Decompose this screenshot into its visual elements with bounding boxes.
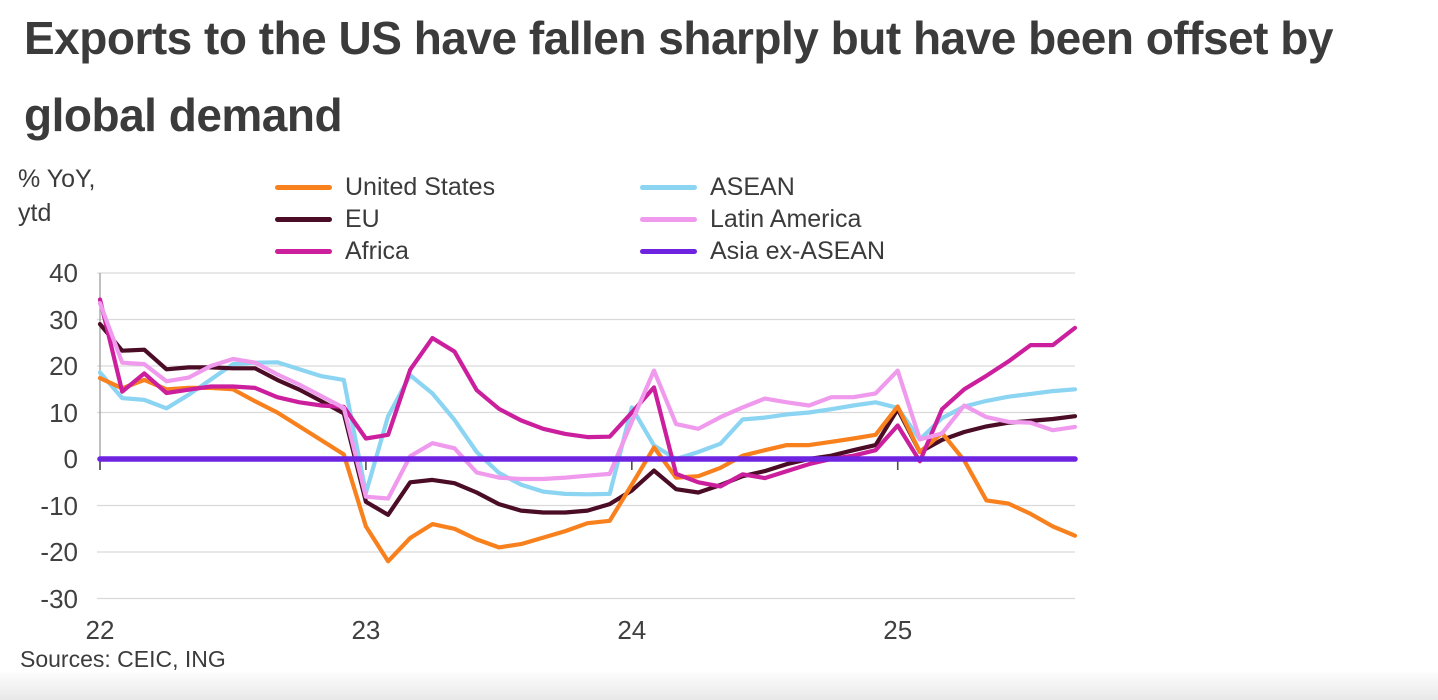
legend-swatch-africa — [275, 248, 332, 254]
line-latin-america — [97, 301, 1078, 501]
legend-item-asia-ex-asean: Asia ex-ASEAN — [640, 235, 885, 267]
legend-label-united-states: United States — [345, 172, 496, 201]
legend-label-asia-ex-asean: Asia ex-ASEAN — [710, 236, 886, 265]
legend-item-latin-america: Latin America — [640, 203, 861, 235]
line-eu — [97, 322, 1078, 517]
legend-item-africa: Africa — [275, 235, 409, 267]
y-tick-label--10: -10 — [40, 490, 78, 521]
y-tick-label-0: 0 — [63, 444, 78, 474]
y-axis-unit-line1: % YoY, — [18, 165, 96, 193]
y-axis-unit-line2: ytd — [18, 199, 52, 227]
legend-swatch-united-states — [275, 184, 332, 190]
legend-item-eu: EU — [275, 203, 380, 235]
y-tick-label--20: -20 — [40, 537, 78, 567]
x-tick-label-24: 24 — [617, 615, 647, 645]
chart-legend: United States EU Africa ASEAN Latin America A… — [0, 171, 1100, 271]
legend-label-eu: EU — [345, 204, 380, 233]
line-asean — [97, 360, 1078, 497]
page-title: Exports to the US have fallen sharply bu… — [24, 0, 1424, 154]
y-tick-label-30: 30 — [49, 304, 78, 335]
legend-swatch-latin-america — [640, 216, 697, 222]
legend-swatch-asean — [640, 184, 697, 190]
x-tick-label-22: 22 — [85, 615, 115, 645]
line-africa — [97, 297, 1078, 489]
y-axis-unit-label: % YoY, ytd — [18, 162, 95, 230]
legend-label-africa: Africa — [345, 236, 409, 265]
x-tick-label-23: 23 — [351, 615, 381, 645]
legend-label-latin-america: Latin America — [710, 204, 862, 233]
legend-item-asean: ASEAN — [640, 171, 795, 203]
source-note: Sources: CEIC, ING — [20, 646, 226, 672]
legend-item-united-states: United States — [275, 171, 495, 203]
page-title-line1: Exports to the US have fallen sharply bu… — [24, 12, 1333, 64]
legend-label-asean: ASEAN — [710, 172, 795, 201]
line-united-states — [97, 376, 1078, 564]
y-tick-label--30: -30 — [40, 583, 78, 614]
bottom-divider — [0, 672, 1438, 700]
x-tick-label-25: 25 — [883, 615, 913, 645]
legend-swatch-asia-ex-asean — [640, 248, 697, 254]
legend-swatch-eu — [275, 216, 332, 222]
page-title-line2: global demand — [24, 89, 343, 141]
y-tick-label-20: 20 — [49, 351, 78, 381]
y-tick-label-10: 10 — [49, 397, 78, 428]
y-tick-label-40: 40 — [49, 258, 78, 288]
